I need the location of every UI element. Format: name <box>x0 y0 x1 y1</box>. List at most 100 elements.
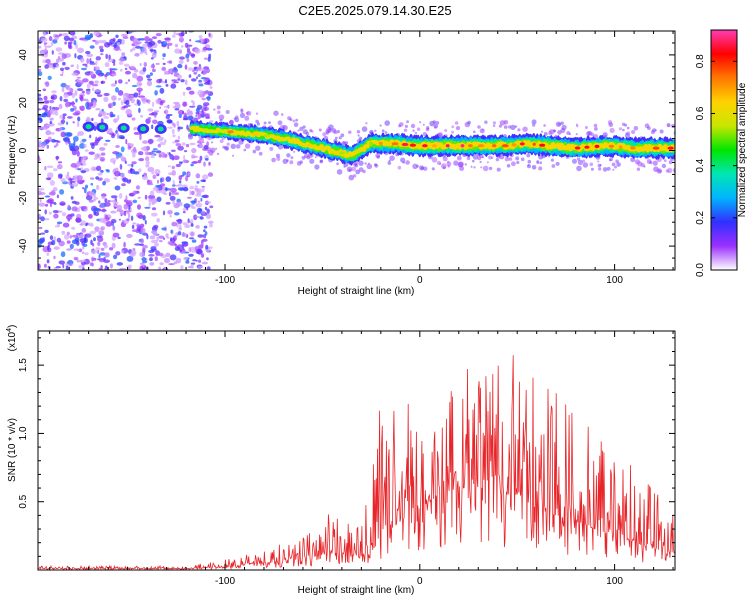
spectrogram-haze-cell <box>593 123 598 128</box>
spectrogram-noise-cell <box>99 48 104 53</box>
spectrogram-haze-cell <box>439 162 442 165</box>
spectrogram-haze-cell <box>492 121 496 125</box>
spectrogram-noise-cell <box>115 130 118 134</box>
spectrogram-noise-cell <box>112 151 119 155</box>
spectrogram-noise-cell <box>181 45 184 48</box>
spectrogram-haze-cell <box>499 120 506 126</box>
spectrogram-noise-cell <box>201 97 206 101</box>
spectrogram-noise-cell <box>95 60 98 66</box>
spectrogram-noise-cell <box>149 49 156 52</box>
spectrogram-noise-cell <box>117 236 121 239</box>
spectrogram-noise-cell <box>53 168 58 172</box>
spectrogram-noise-cell <box>94 66 99 71</box>
spectrogram-noise-cell <box>116 262 124 266</box>
spectrogram-noise-cell <box>86 118 92 123</box>
spectrogram-noise-cell <box>104 201 111 207</box>
spectrogram-noise-cell <box>72 112 80 116</box>
spectrogram-haze-cell <box>314 164 320 170</box>
spectrogram-noise-cell <box>195 40 202 43</box>
spectrogram-noise-cell <box>81 98 89 102</box>
spectrogram-noise-cell <box>166 119 173 124</box>
spectrogram-peak-cell <box>354 150 360 154</box>
spectrogram-noise-cell <box>150 239 158 244</box>
spectrogram-noise-cell <box>155 62 160 65</box>
spectrogram-noise-cell <box>67 204 71 210</box>
spectrogram-noise-cell <box>49 117 54 121</box>
spectrogram-noise-cell <box>155 33 162 37</box>
spectrogram-haze-cell <box>480 166 483 169</box>
spectrogram-noise-cell <box>138 215 144 219</box>
spectrogram-haze-cell <box>609 157 613 162</box>
spectrogram-noise-cell <box>60 131 67 138</box>
spectrogram-noise-cell <box>155 99 162 103</box>
spectrogram-noise-cell <box>151 36 158 39</box>
spectrogram-noise-cell <box>50 190 56 196</box>
snr-x-tick-label: -100 <box>215 576 235 587</box>
spectrogram-noise-cell <box>140 227 146 233</box>
spectrogram-haze-cell <box>355 169 361 175</box>
spectrogram-haze-cell <box>289 160 294 165</box>
spectrogram-noise-cell <box>154 134 161 138</box>
spectrogram-noise-cell <box>197 159 202 164</box>
spectrogram-noise-cell <box>39 198 42 203</box>
spectrogram-haze-cell <box>442 166 446 170</box>
spectrogram-haze-cell <box>290 156 294 160</box>
spectrogram-noise-cell <box>125 99 130 106</box>
spectrogram-noise-cell <box>121 183 126 187</box>
spectrogram-noise-cell <box>193 71 198 75</box>
spectrogram-noise-cell <box>136 75 144 82</box>
spectrogram-noise-cell <box>204 158 209 161</box>
spectrogram-haze-cell <box>414 131 418 135</box>
spectrogram-noise-cell <box>105 53 108 60</box>
spectrogram-noise-cell <box>174 108 180 111</box>
spectrogram-haze-cell <box>235 144 241 149</box>
spectrogram-noise-cell <box>70 108 75 112</box>
spectrogram-haze-cell <box>531 119 537 125</box>
spectrogram-noise-cell <box>73 40 77 46</box>
spectrogram-noise-cell <box>142 244 149 249</box>
spectrogram-noise-cell <box>70 64 74 68</box>
spectrogram-noise-cell <box>120 155 125 161</box>
spectrogram-haze-cell <box>536 160 539 163</box>
spectrogram-noise-cell <box>124 67 128 70</box>
spectrogram-noise-cell <box>147 108 154 112</box>
colorbar-tick-label: 0.0 <box>695 263 706 277</box>
spectrogram-noise-cell <box>157 252 164 257</box>
spectrogram-noise-cell <box>187 115 194 121</box>
spectrogram-haze-cell <box>309 158 315 164</box>
spectrogram-haze-cell <box>543 124 546 127</box>
spectrogram-noise-cell <box>152 148 158 151</box>
spectrogram-noise-cell <box>206 208 210 214</box>
spectrogram-noise-cell <box>132 190 137 195</box>
spectrogram-noise-cell <box>47 172 54 179</box>
spectrogram-peak-cell <box>630 146 636 150</box>
spectrogram-haze-cell <box>451 125 455 129</box>
spectrogram-noise-cell <box>45 124 53 127</box>
spectrogram-noise-cell <box>189 237 195 240</box>
spectrogram-haze-cell <box>404 124 408 128</box>
spectrogram-noise-cell <box>182 110 184 115</box>
spectrogram-noise-cell <box>175 201 183 207</box>
spectrogram-noise-cell <box>103 92 110 97</box>
spectrogram-noise-cell <box>183 154 186 161</box>
spectrogram-noise-cell <box>203 161 206 167</box>
spectrogram-noise-cell <box>89 61 95 64</box>
spectrogram-noise-cell <box>81 251 85 255</box>
spectrogram-noise-cell <box>53 255 56 260</box>
spectrogram-noise-cell <box>42 88 46 92</box>
spectrogram-noise-cell <box>172 184 176 187</box>
spectrogram-haze-cell <box>667 124 670 128</box>
spectrogram-noise-cell <box>80 163 83 166</box>
spectrogram-noise-cell <box>133 146 137 153</box>
spectrogram-haze-cell <box>216 105 221 110</box>
spectrogram-noise-cell <box>171 79 178 82</box>
spectrogram-noise-cell <box>69 243 74 249</box>
spectrogram-noise-cell <box>180 31 185 37</box>
spectrogram-noise-cell <box>161 41 168 47</box>
spectrogram-noise-cell <box>104 74 108 77</box>
spectrogram-noise-cell <box>53 236 57 242</box>
spectrogram-haze-cell <box>520 157 525 162</box>
spectrogram-noise-cell <box>202 90 210 95</box>
spectrogram-noise-cell <box>140 147 147 151</box>
